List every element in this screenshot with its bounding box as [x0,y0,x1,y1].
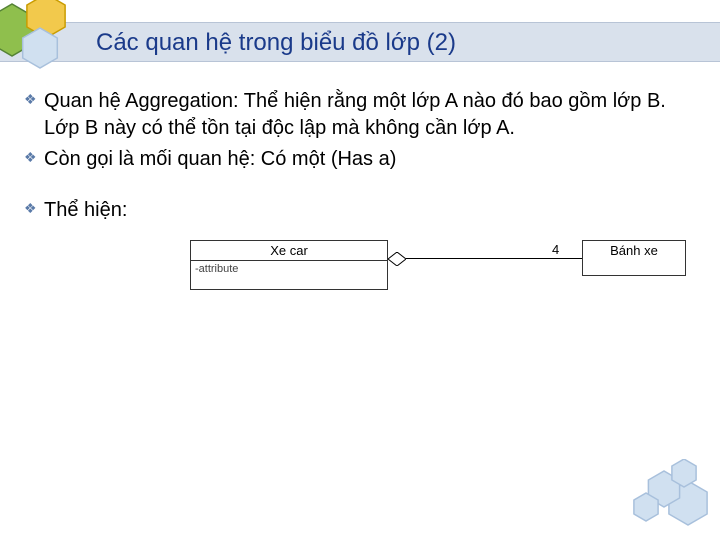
uml-aggregation-diagram: Xe car -attribute Bánh xe 4 [190,240,710,320]
hex-cluster-svg [624,459,720,539]
aggregation-diamond-icon [388,252,406,271]
slide-root: Các quan hệ trong biểu đồ lớp (2) ❖ Quan… [0,0,720,540]
multiplicity-label: 4 [552,242,559,257]
uml-class-b-name: Bánh xe [583,241,685,260]
bullet-text: Còn gọi là mối quan hệ: Có một (Has a) [44,146,396,173]
uml-class-a-name: Xe car [191,241,387,261]
bullet-icon: ❖ [24,150,44,164]
hex-decor-top-left [0,0,100,85]
uml-class-b: Bánh xe [582,240,686,276]
aggregation-connector [406,258,582,259]
hex-decor-bottom-right [624,459,720,540]
bullet-row: ❖ Quan hệ Aggregation: Thể hiện rằng một… [24,88,696,142]
bullet-text: Thể hiện: [44,197,127,224]
uml-class-a-attribute: -attribute [191,261,387,277]
slide-title: Các quan hệ trong biểu đồ lớp (2) [96,29,456,57]
body-content: ❖ Quan hệ Aggregation: Thể hiện rằng một… [24,88,696,228]
bullet-icon: ❖ [24,92,44,106]
hex-cluster-svg [0,0,100,80]
bullet-icon: ❖ [24,201,44,215]
header-bar: Các quan hệ trong biểu đồ lớp (2) [0,22,720,62]
bullet-row: ❖ Thể hiện: [24,197,696,224]
bullet-text: Quan hệ Aggregation: Thể hiện rằng một l… [44,88,696,142]
bullet-row: ❖ Còn gọi là mối quan hệ: Có một (Has a) [24,146,696,173]
uml-class-a: Xe car -attribute [190,240,388,290]
